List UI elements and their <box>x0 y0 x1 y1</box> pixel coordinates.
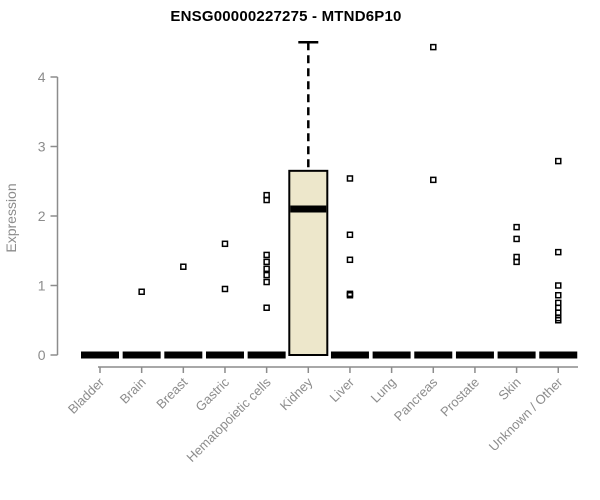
x-axis-category-label: Gastric <box>192 374 232 414</box>
outlier-point <box>513 235 520 243</box>
zero-box-10 <box>497 351 536 359</box>
outlier-point <box>430 43 437 51</box>
chart-title: ENSG00000227275 - MTND6P10 <box>170 8 402 25</box>
x-axis-category-label: Skin <box>495 375 523 403</box>
outlier-point <box>346 256 354 264</box>
outlier-point <box>555 291 562 299</box>
zero-box-9 <box>455 351 494 359</box>
y-axis-tick-label: 0 <box>38 347 46 363</box>
outlier-point <box>555 248 562 256</box>
zero-box-1 <box>122 351 161 359</box>
y-axis-title: Expression <box>3 183 19 252</box>
zero-box-0 <box>81 351 119 359</box>
zero-box-8 <box>414 351 453 359</box>
outlier-point <box>555 282 562 289</box>
outlier-point <box>430 176 437 184</box>
x-axis-category-label: Bladder <box>65 374 108 417</box>
y-axis-tick-label: 1 <box>38 278 46 294</box>
y-axis-tick-label: 2 <box>38 208 46 224</box>
outlier-point <box>263 304 270 311</box>
zero-box-3 <box>205 351 244 359</box>
outlier-point <box>346 291 354 299</box>
outlier-point <box>180 263 187 270</box>
outlier-point <box>221 285 229 293</box>
x-axis-category-label: Unknown / Other <box>486 374 566 454</box>
outlier-point <box>555 157 562 165</box>
outlier-point <box>221 240 229 248</box>
outlier-point <box>263 196 270 204</box>
x-axis-category-label: Breast <box>153 374 190 411</box>
outlier-point <box>346 175 354 182</box>
zero-box-4 <box>247 351 286 359</box>
zero-box-7 <box>372 351 411 359</box>
box-5 <box>288 169 329 356</box>
outlier-point <box>263 258 270 266</box>
outlier-point <box>263 251 270 259</box>
x-axis-category-label: Lung <box>368 375 399 406</box>
zero-box-2 <box>164 351 203 359</box>
zero-box-11 <box>539 351 578 359</box>
x-axis-category-label: Kidney <box>277 374 316 413</box>
outlier-point <box>513 223 520 231</box>
y-axis-tick-label: 4 <box>38 69 46 85</box>
outlier-point <box>513 258 520 266</box>
outlier-point <box>555 309 562 316</box>
outlier-point <box>555 317 562 324</box>
outlier-point <box>138 288 145 296</box>
outlier-point <box>263 278 270 286</box>
x-axis-category-label: Brain <box>117 375 149 407</box>
outlier-point <box>346 231 354 239</box>
y-axis-tick-label: 3 <box>38 139 46 155</box>
x-axis-category-label: Pancreas <box>391 374 441 424</box>
outlier-point <box>263 271 270 279</box>
outlier-point <box>263 265 270 273</box>
x-axis-category-label: Prostate <box>437 375 482 420</box>
zero-box-6 <box>330 351 369 359</box>
x-axis-category-label: Liver <box>327 374 358 405</box>
